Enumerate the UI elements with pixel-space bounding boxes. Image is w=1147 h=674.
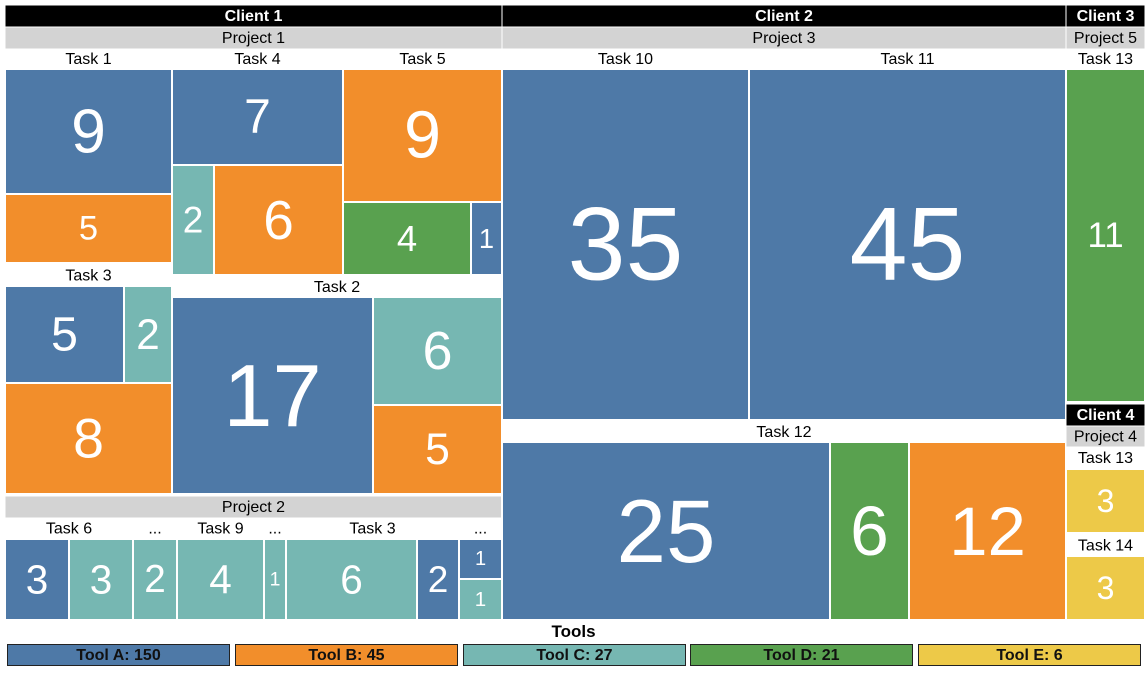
- client-1-project-1-task-1-tool-b-cell: [213, 164, 344, 276]
- client-2-project-3-task-2-tool-a-cell-label: 25: [617, 481, 716, 581]
- client-2-project-3-task-2-tool-b-cell: [908, 441, 1067, 620]
- treemap-chart: Client 1 Project 1 Task 1 9 5 Task 4 7 2 6 Task 5…: [4, 4, 1146, 620]
- client-1-project-2-task-2-tool-c-cell-label: 4: [209, 557, 232, 603]
- client-1-project-2-task-5-tool-a-cell: [458, 538, 503, 580]
- client-2-project-3-label: Project 3: [752, 30, 815, 47]
- client-3-project-5-task-0-tool-d-cell-label: 11: [1087, 216, 1123, 255]
- client-4-project-4-task-1-tool-e-cell: [1065, 555, 1146, 620]
- client-1-project-1-task-2-tool-b-cell-label: 9: [404, 99, 441, 173]
- client-1-project-1-task-3-tool-b-cell-label: 8: [73, 408, 104, 470]
- client-1-project-1-task-2-tool-d-cell-label: 4: [397, 218, 417, 259]
- client-1-project-2-task-4-label: Task 3: [349, 521, 395, 538]
- client-1-project-2-task-0-label: Task 6: [46, 521, 92, 538]
- client-1-project-2-task-4-tool-a-cell: [416, 538, 460, 620]
- client-2-project-3-task-0-label: Task 10: [598, 51, 653, 68]
- legend-item-tool-b: Tool B: 45: [235, 644, 458, 666]
- client-1-project-1-task-3-tool-a-cell-label: 5: [51, 308, 78, 362]
- client-1-project-1-task-2-tool-a-cell-label: 1: [479, 223, 494, 254]
- client-3-label: Client 3: [1077, 8, 1135, 25]
- client-1-project-1-task-0-tool-b-cell-label: 5: [79, 210, 98, 248]
- client-1-project-1-task-4-tool-b-cell: [372, 404, 503, 495]
- client-1-project-2-task-5-label: ...: [474, 521, 487, 538]
- client-1-label: Client 1: [225, 8, 283, 25]
- client-4-label: Client 4: [1077, 407, 1135, 424]
- client-1-project-2-task-1-tool-c-cell-label: 2: [144, 558, 166, 601]
- client-1-project-2-task-0-tool-c-cell: [68, 538, 134, 620]
- client-1-project-1-task-0-tool-a-cell-label: 9: [71, 97, 106, 167]
- client-1-project-2-task-4-tool-c-cell: [285, 538, 418, 620]
- client-2-project-3-task-2-tool-b-cell-label: 12: [949, 492, 1026, 570]
- client-1-project-1-task-1-tool-c-cell-label: 2: [183, 200, 204, 241]
- legend-item-tool-e: Tool E: 6: [918, 644, 1141, 666]
- client-1-project-2-task-4-tool-a-cell-label: 2: [428, 559, 449, 600]
- client-1-project-1-task-1-label: Task 4: [234, 51, 280, 68]
- client-1-project-1-task-2-label: Task 5: [399, 51, 445, 68]
- legend-item-tool-c: Tool C: 27: [463, 644, 686, 666]
- client-1-project-1-task-4-tool-b-cell-label: 5: [425, 425, 450, 474]
- client-1-project-1-task-4-tool-a-cell: [171, 296, 374, 495]
- client-1-project-1-task-3-tool-c-cell-label: 2: [136, 311, 159, 358]
- client-1-project-1-task-1-tool-b-cell-label: 6: [263, 189, 294, 251]
- client-3-project-5-task-0-label: Task 13: [1078, 51, 1133, 68]
- client-4-project-4-task-1-tool-e-cell-label: 3: [1097, 570, 1115, 606]
- client-1-project-1-task-1-tool-a-cell-label: 7: [244, 91, 271, 144]
- client-1-project-1-task-0-label: Task 1: [65, 51, 111, 68]
- client-1-project-1-task-3-tool-c-cell: [123, 285, 173, 384]
- client-2-project-3-task-2-tool-d-cell-label: 6: [850, 492, 889, 570]
- client-1-project-1-task-4-tool-c-cell-label: 6: [422, 321, 452, 381]
- client-2-project-3-task-2-tool-d-cell: [829, 441, 910, 620]
- client-1-project-2-task-2-tool-c-cell: [176, 538, 265, 620]
- client-2-label: Client 2: [755, 8, 813, 25]
- client-1-project-1-task-0-tool-b-cell: [4, 193, 173, 264]
- client-1-project-1-task-1-tool-a-cell: [171, 68, 344, 166]
- client-3-project-5-task-0-tool-d-cell: [1065, 68, 1146, 403]
- client-1-project-2-task-1-label: ...: [148, 521, 161, 538]
- client-1-project-2-task-0-tool-a-cell: [4, 538, 70, 620]
- client-1-project-2-task-2-label: Task 9: [197, 521, 243, 538]
- client-2-project-3-task-0-tool-a-cell-label: 35: [568, 187, 684, 303]
- client-1-project-1-task-4-tool-c-cell: [372, 296, 503, 406]
- legend-item-tool-a: Tool A: 150: [7, 644, 230, 666]
- client-1-project-1-label: Project 1: [222, 30, 285, 47]
- client-1-project-2-task-5-tool-c-cell-label: 1: [475, 588, 486, 611]
- client-2-project-3-task-0-tool-a-cell: [501, 68, 750, 421]
- client-4-project-4-label: Project 4: [1074, 429, 1137, 446]
- client-2-project-3-task-2-tool-a-cell: [501, 441, 831, 620]
- client-1-project-1-task-3-label: Task 3: [65, 268, 111, 285]
- legend-title: Tools: [551, 622, 596, 641]
- client-4-project-4-task-0-tool-e-cell: [1065, 468, 1146, 534]
- client-1-project-1-task-4-tool-a-cell-label: 17: [223, 346, 321, 445]
- client-2-project-3-task-1-tool-a-cell: [748, 68, 1067, 421]
- client-3-project-5-label: Project 5: [1074, 30, 1137, 47]
- client-4-project-4-task-0-tool-e-cell-label: 3: [1097, 483, 1115, 519]
- client-2-project-3-task-1-label: Task 11: [881, 51, 935, 68]
- client-4-project-4-task-1-label: Task 14: [1078, 538, 1133, 555]
- legend-item-tool-d: Tool D: 21: [690, 644, 913, 666]
- client-1-project-2-task-3-label: ...: [268, 521, 281, 538]
- client-4-project-4-task-0-label: Task 13: [1078, 450, 1133, 467]
- client-2-project-3-task-1-tool-a-cell-label: 45: [850, 187, 966, 303]
- client-1-project-2-label: Project 2: [222, 499, 285, 516]
- client-1-project-2-task-0-tool-c-cell-label: 3: [90, 557, 113, 603]
- client-2-project-3-task-2-label: Task 12: [756, 424, 811, 441]
- legend: Tool A: 150 Tool B: 45 Tool C: 27 Tool D: 2…: [0, 644, 1147, 668]
- client-1-project-2-task-0-tool-a-cell-label: 3: [26, 557, 49, 603]
- client-1-project-2-task-4-tool-c-cell-label: 6: [340, 557, 363, 603]
- client-1-project-1-task-2-tool-d-cell: [342, 201, 472, 276]
- client-1-project-1-task-1-tool-c-cell: [171, 164, 215, 276]
- client-1-project-2-task-3-tool-c-cell-label: 1: [270, 569, 281, 591]
- client-1-project-2-task-5-tool-a-cell-label: 1: [475, 548, 486, 570]
- client-1-project-1-task-4-label: Task 2: [314, 279, 360, 296]
- client-1-project-1-task-2-tool-a-cell: [470, 201, 503, 276]
